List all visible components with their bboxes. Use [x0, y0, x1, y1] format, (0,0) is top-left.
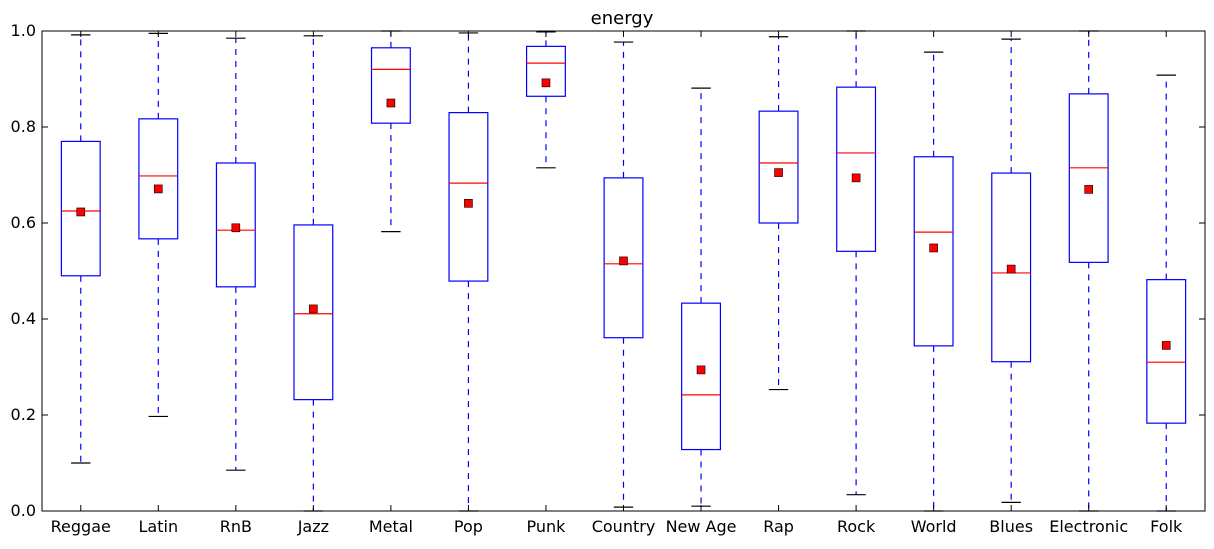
- box-rock: [836, 30, 877, 496]
- box-pop: [448, 32, 489, 512]
- y-axis: 0.0 0.2 0.4 0.6 0.8 1.0: [11, 21, 1205, 520]
- x-axis: Reggae Latin RnB Jazz Metal Pop Punk Country New…: [51, 31, 1183, 536]
- box-rnb: [215, 37, 256, 471]
- chart-title: energy: [591, 8, 654, 29]
- box-rap: [758, 36, 799, 391]
- x-tick-label: Punk: [527, 517, 567, 536]
- iqr-box: [836, 86, 877, 252]
- iqr-box: [370, 47, 411, 124]
- mean-marker: [929, 243, 938, 253]
- x-tick-label: New Age: [666, 517, 737, 536]
- plot-area: [60, 30, 1187, 512]
- y-tick-label: 0.8: [11, 117, 36, 136]
- y-tick-label: 0.0: [11, 501, 36, 520]
- x-tick-label: Electronic: [1049, 517, 1128, 536]
- x-tick-label: Metal: [369, 517, 413, 536]
- iqr-box: [1068, 93, 1109, 263]
- y-tick-label: 1.0: [11, 21, 36, 40]
- box-world: [913, 51, 954, 512]
- mean-marker: [76, 207, 86, 217]
- iqr-box: [758, 110, 799, 224]
- mean-marker: [541, 78, 551, 88]
- mean-marker: [386, 98, 396, 108]
- box-electronic: [1068, 30, 1109, 512]
- iqr-box: [448, 111, 489, 282]
- x-tick-label: Jazz: [297, 517, 329, 536]
- mean-marker: [1006, 264, 1016, 274]
- x-tick-label: Country: [592, 517, 656, 536]
- mean-marker: [774, 168, 783, 177]
- box-punk: [525, 31, 566, 169]
- box-blues: [991, 38, 1032, 503]
- x-tick-label: Rap: [763, 517, 794, 536]
- x-tick-label: Latin: [139, 517, 179, 536]
- mean-marker: [231, 223, 241, 233]
- box-folk: [1146, 74, 1187, 512]
- box-new-age: [681, 87, 722, 507]
- y-tick-label: 0.4: [11, 309, 36, 328]
- box-metal: [370, 30, 411, 233]
- x-tick-label: RnB: [220, 517, 252, 536]
- y-tick-label: 0.2: [11, 405, 36, 424]
- mean-marker: [619, 256, 628, 266]
- mean-marker: [309, 304, 318, 314]
- box-reggae: [60, 34, 101, 464]
- x-tick-label: Rock: [837, 517, 876, 536]
- iqr-box: [681, 302, 722, 451]
- x-tick-label: Reggae: [51, 517, 111, 536]
- iqr-box: [1146, 279, 1187, 424]
- box-jazz: [293, 35, 334, 512]
- mean-marker: [1084, 185, 1093, 194]
- x-tick-label: World: [911, 517, 957, 536]
- iqr-box: [293, 224, 334, 401]
- box-country: [603, 41, 644, 508]
- mean-marker: [851, 173, 861, 183]
- iqr-box: [60, 140, 101, 277]
- box-latin: [138, 32, 179, 418]
- mean-marker: [154, 184, 163, 194]
- iqr-box: [525, 45, 566, 97]
- x-tick-label: Blues: [989, 517, 1033, 536]
- x-tick-label: Pop: [454, 517, 483, 536]
- x-tick-label: Folk: [1150, 517, 1183, 536]
- iqr-box: [991, 172, 1032, 363]
- iqr-box: [913, 156, 954, 347]
- mean-marker: [696, 365, 706, 375]
- mean-marker: [464, 199, 473, 208]
- iqr-box: [603, 177, 644, 339]
- y-tick-label: 0.6: [11, 213, 36, 232]
- iqr-box: [215, 162, 256, 288]
- mean-marker: [1161, 341, 1171, 350]
- iqr-box: [138, 118, 179, 240]
